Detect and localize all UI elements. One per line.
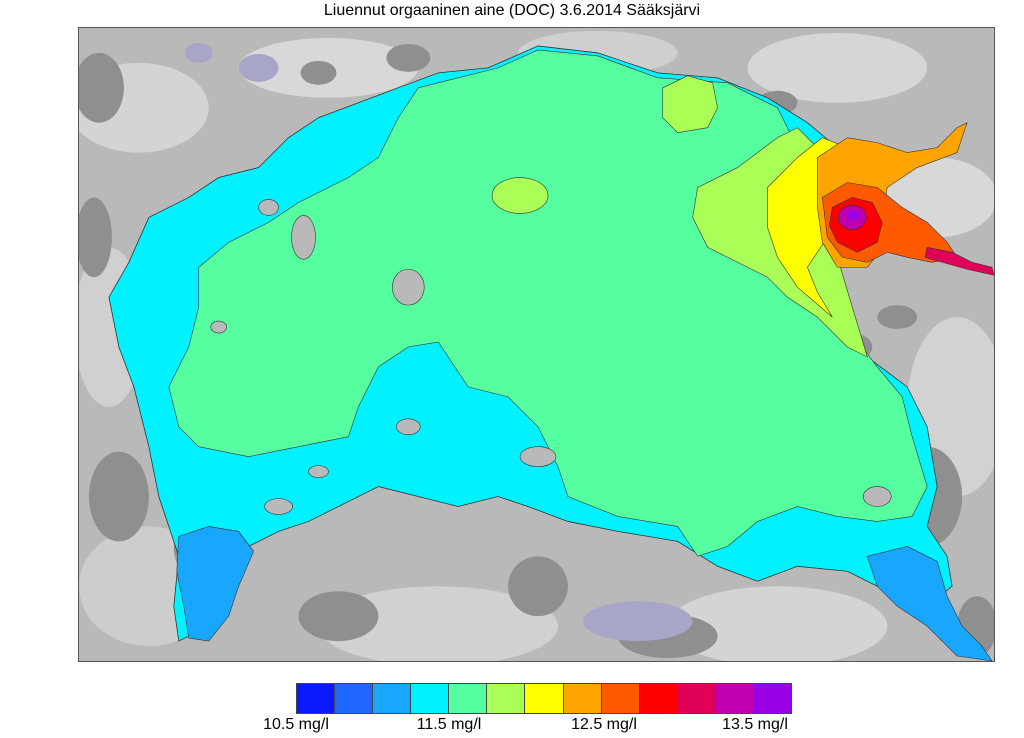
doc-concentration-map	[79, 28, 994, 661]
legend-swatch-9	[639, 684, 678, 713]
lake-yellowgreen-island-zone	[491, 177, 549, 214]
lake-blue-zone-southeast	[866, 546, 993, 661]
islands	[210, 199, 892, 515]
map-plot-area	[78, 27, 995, 662]
land-purple-patches	[184, 42, 693, 642]
legend-swatch-1	[335, 684, 374, 713]
legend-label-3: 12.5 mg/l	[571, 716, 637, 733]
legend-swatch-12	[753, 684, 792, 713]
lake-red-channel	[924, 246, 994, 276]
legend-swatch-3	[411, 684, 450, 713]
lake-blue-zone-southwest	[176, 526, 254, 642]
lake-purple-core	[847, 210, 860, 221]
legend-swatch-4	[449, 684, 488, 713]
legend-swatch-8	[601, 684, 640, 713]
legend-label-max: 13.5 mg/l	[722, 716, 788, 733]
legend-label-2: 11.5 mg/l	[416, 716, 482, 733]
legend-swatch-6	[525, 684, 564, 713]
legend-swatch-0	[297, 684, 336, 713]
legend-label-min: 10.5 mg/l	[263, 716, 329, 733]
legend-swatch-11	[715, 684, 754, 713]
legend-swatch-7	[563, 684, 602, 713]
legend-swatch-2	[373, 684, 412, 713]
lake-yellowgreen-north	[662, 75, 718, 133]
legend-swatch-10	[677, 684, 716, 713]
legend-swatch-5	[487, 684, 526, 713]
colorbar-legend	[296, 683, 792, 714]
map-title: Liuennut orgaaninen aine (DOC) 3.6.2014 …	[323, 2, 701, 19]
